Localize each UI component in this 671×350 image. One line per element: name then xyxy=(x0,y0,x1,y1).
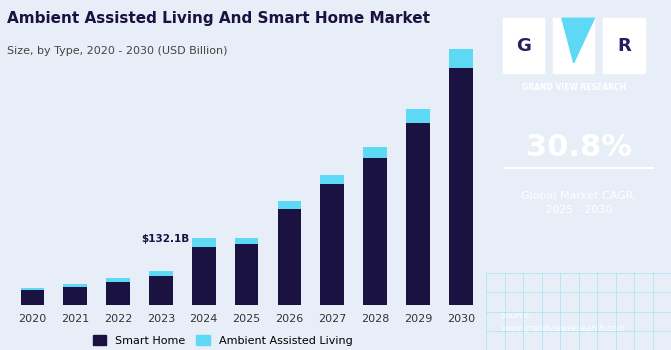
Bar xyxy=(603,18,645,73)
Bar xyxy=(235,238,258,244)
Bar xyxy=(553,18,595,73)
Bar xyxy=(363,159,387,304)
Bar xyxy=(149,276,172,304)
Text: Ambient Assisted Living And Smart Home Market: Ambient Assisted Living And Smart Home M… xyxy=(7,10,429,26)
Legend: Smart Home, Ambient Assisted Living: Smart Home, Ambient Assisted Living xyxy=(89,331,357,350)
Text: R: R xyxy=(617,37,631,55)
Bar xyxy=(363,147,387,159)
Polygon shape xyxy=(562,18,595,63)
Bar xyxy=(278,209,301,304)
Text: 30.8%: 30.8% xyxy=(526,133,631,161)
Bar xyxy=(503,18,544,73)
Bar xyxy=(106,282,130,304)
Bar xyxy=(192,238,215,247)
Text: Global Market CAGR,
2025 - 2030: Global Market CAGR, 2025 - 2030 xyxy=(521,191,637,215)
Text: GRAND VIEW RESEARCH: GRAND VIEW RESEARCH xyxy=(521,83,626,92)
Bar xyxy=(321,175,344,184)
Bar xyxy=(64,284,87,287)
Bar xyxy=(321,184,344,304)
Bar xyxy=(278,201,301,209)
Bar xyxy=(21,288,44,290)
Text: Source:
www.grandviewresearch.com: Source: www.grandviewresearch.com xyxy=(501,311,625,333)
Bar xyxy=(406,109,429,123)
Bar xyxy=(149,271,172,276)
Text: $132.1B: $132.1B xyxy=(141,233,189,244)
Bar xyxy=(106,278,130,282)
Bar xyxy=(64,287,87,304)
Text: Size, by Type, 2020 - 2030 (USD Billion): Size, by Type, 2020 - 2030 (USD Billion) xyxy=(7,46,227,56)
Text: G: G xyxy=(516,37,531,55)
Bar xyxy=(449,49,472,68)
Bar xyxy=(192,247,215,304)
Bar xyxy=(449,68,472,304)
Bar xyxy=(235,244,258,304)
Bar xyxy=(21,290,44,304)
Bar xyxy=(406,123,429,304)
